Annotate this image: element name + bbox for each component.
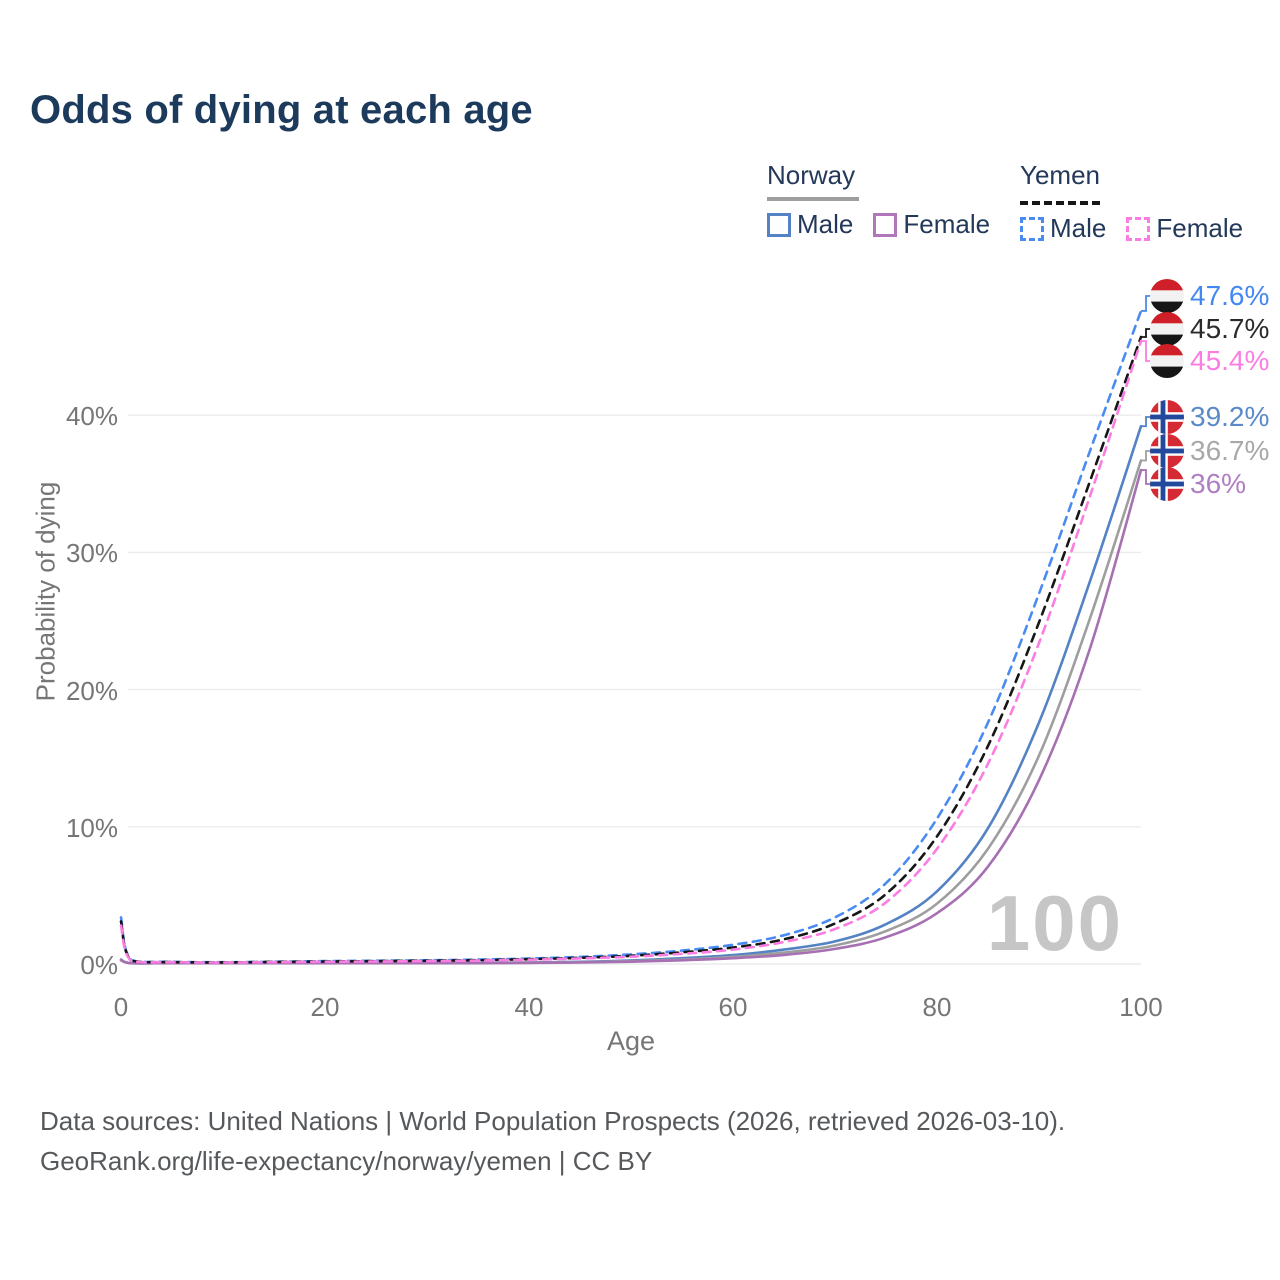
legend-norway-male-swatch[interactable] <box>767 212 791 237</box>
legend-norway-female-label[interactable]: Female <box>903 209 991 239</box>
x-tick-label: 60 <box>718 992 748 1022</box>
x-tick-label: 80 <box>922 992 952 1022</box>
end-label-yemen-both: 45.7% <box>1150 312 1269 346</box>
legend-norway-header[interactable]: Norway <box>767 160 856 190</box>
y-tick-label: 0% <box>80 950 118 980</box>
yemen-flag-icon <box>1150 279 1184 313</box>
legend-norway-male-label[interactable]: Male <box>797 209 854 239</box>
x-tick-label: 100 <box>1119 992 1163 1022</box>
legend-yemen-male-label[interactable]: Male <box>1050 213 1107 243</box>
end-label-value: 45.7% <box>1190 313 1270 344</box>
x-tick-label: 0 <box>113 992 129 1022</box>
series-line-norway-male[interactable] <box>119 424 1143 965</box>
yemen-line-swatch <box>1020 197 1100 205</box>
y-tick-label: 40% <box>65 401 118 432</box>
legend-yemen-female-swatch[interactable] <box>1126 216 1151 241</box>
legend-yemen-male-swatch[interactable] <box>1020 216 1044 241</box>
end-label-value: 47.6% <box>1190 280 1270 311</box>
end-label-norway-male: 39.2% <box>1150 400 1269 434</box>
legend-norway: Norway Male Female <box>767 160 1004 240</box>
end-label-yemen-male: 47.6% <box>1150 279 1269 313</box>
legend-yemen-female-label[interactable]: Female <box>1156 213 1244 243</box>
end-label-leader <box>1141 469 1151 485</box>
series-line-norway-female[interactable] <box>119 468 1143 965</box>
y-tick-label: 30% <box>65 538 118 569</box>
footer-attribution[interactable]: GeoRank.org/life-expectancy/norway/yemen… <box>40 1146 653 1176</box>
end-label-leader <box>1141 295 1151 312</box>
yemen-flag-icon <box>1150 312 1184 346</box>
norway-flag-icon <box>1150 434 1184 468</box>
end-label-value: 36.7% <box>1190 435 1270 466</box>
x-tick-label: 20 <box>310 992 340 1022</box>
norway-flag-icon <box>1150 467 1184 501</box>
end-label-value: 45.4% <box>1190 345 1270 376</box>
y-tick-label: 20% <box>65 675 118 706</box>
series-line-yemen-female[interactable] <box>119 339 1143 964</box>
end-label-leader <box>1141 340 1151 362</box>
norway-line-swatch <box>767 197 859 201</box>
footer-data-sources: Data sources: United Nations | World Pop… <box>40 1106 1066 1136</box>
chart-title: Odds of dying at each age <box>30 88 533 132</box>
legend-norway-female-swatch[interactable] <box>873 212 898 237</box>
end-label-leader <box>1141 328 1151 338</box>
y-tick-label: 10% <box>65 812 118 843</box>
end-label-value: 36% <box>1190 468 1247 499</box>
end-label-norway-female: 36% <box>1150 467 1246 501</box>
legend-yemen-header[interactable]: Yemen <box>1020 160 1100 190</box>
x-tick-label: 40 <box>514 992 544 1022</box>
legend-yemen: Yemen Male Female <box>1020 160 1257 244</box>
end-label-value: 39.2% <box>1190 401 1270 432</box>
x-axis-title: Age <box>606 1026 656 1056</box>
end-label-leader <box>1141 450 1151 462</box>
hover-age-indicator: 100 <box>986 879 1123 967</box>
norway-flag-icon <box>1150 400 1184 434</box>
end-label-yemen-female: 45.4% <box>1150 344 1269 378</box>
series-line-norway-both[interactable] <box>119 459 1143 965</box>
yemen-flag-icon <box>1150 344 1184 378</box>
end-label-norway-both: 36.7% <box>1150 434 1269 468</box>
end-label-leader <box>1141 416 1151 428</box>
